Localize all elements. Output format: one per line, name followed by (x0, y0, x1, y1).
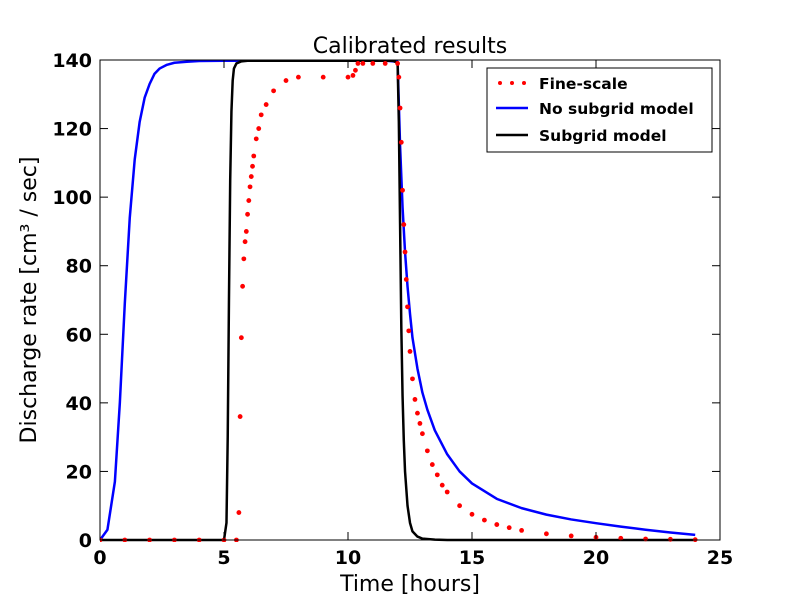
data-point-fine-scale (241, 256, 247, 262)
y-tick-label: 140 (52, 50, 92, 72)
x-tick-label: 20 (583, 547, 609, 569)
data-point-fine-scale (494, 522, 500, 527)
data-point-fine-scale (296, 74, 301, 80)
data-point-fine-scale (643, 536, 648, 542)
series-layer (100, 59, 698, 542)
data-point-fine-scale (263, 102, 269, 107)
data-point-fine-scale (469, 511, 475, 517)
y-tick-label: 0 (79, 530, 92, 552)
data-point-fine-scale (251, 153, 257, 159)
legend-label-subgrid: Subgrid model (539, 127, 667, 145)
data-point-fine-scale (429, 462, 435, 467)
data-point-fine-scale (353, 67, 358, 73)
y-tick-label: 60 (66, 324, 92, 346)
ticks-layer: 0 5 10 15 20 25 0 20 40 60 80 100 120 140 (52, 50, 733, 569)
data-point-fine-scale (247, 184, 253, 190)
data-point-fine-scale (444, 489, 450, 495)
data-point-fine-scale (506, 525, 512, 531)
data-point-fine-scale (382, 61, 388, 66)
data-point-fine-scale (410, 376, 415, 382)
data-point-fine-scale (240, 283, 246, 289)
data-point-fine-scale (482, 517, 487, 523)
data-point-fine-scale (370, 61, 376, 66)
data-point-fine-scale (668, 536, 673, 542)
data-point-fine-scale (401, 222, 407, 227)
x-tick-label: 15 (459, 547, 485, 569)
data-point-fine-scale (246, 198, 252, 203)
x-tick-label: 25 (707, 547, 733, 569)
data-point-fine-scale (415, 410, 420, 416)
data-point-fine-scale (238, 335, 244, 341)
y-tick-label: 120 (52, 119, 92, 141)
data-point-fine-scale (412, 397, 418, 402)
data-point-fine-scale (243, 229, 249, 234)
data-point-fine-scale (245, 211, 250, 217)
data-point-fine-scale (397, 105, 403, 111)
data-point-fine-scale (271, 88, 276, 94)
data-point-fine-scale (398, 139, 404, 145)
data-point-fine-scale (403, 277, 409, 282)
data-point-fine-scale (320, 74, 326, 80)
data-point-fine-scale (248, 174, 254, 179)
y-tick-label: 40 (66, 393, 92, 415)
data-point-fine-scale (395, 61, 400, 66)
chart-title: Calibrated results (313, 34, 507, 59)
data-point-fine-scale (544, 531, 549, 537)
data-point-fine-scale (618, 535, 624, 541)
data-point-fine-scale (250, 163, 255, 169)
data-point-fine-scale (457, 503, 462, 509)
y-tick-label: 100 (52, 187, 92, 209)
x-tick-label: 10 (335, 547, 361, 569)
data-point-fine-scale (406, 328, 412, 334)
data-point-fine-scale (400, 187, 405, 193)
data-point-fine-scale (256, 126, 262, 131)
legend: Fine-scale No subgrid model Subgrid mode… (486, 67, 713, 153)
legend-label-no-subgrid: No subgrid model (539, 100, 694, 118)
data-point-fine-scale (242, 239, 248, 245)
data-point-fine-scale (350, 73, 356, 78)
data-point-fine-scale (417, 421, 423, 426)
data-point-fine-scale (407, 349, 413, 354)
y-tick-label: 20 (66, 461, 92, 483)
plot-frame (99, 59, 721, 541)
x-tick-label: 0 (93, 547, 106, 569)
data-point-fine-scale (519, 528, 524, 533)
data-point-fine-scale (424, 448, 430, 454)
legend-marker-fine-scale (510, 81, 514, 85)
x-tick-label: 5 (217, 547, 230, 569)
data-point-fine-scale (434, 472, 440, 478)
data-point-fine-scale (355, 61, 361, 66)
series-line-subgrid-model (100, 59, 696, 542)
data-point-fine-scale (237, 414, 243, 419)
data-point-fine-scale (345, 74, 351, 80)
data-point-fine-scale (402, 249, 408, 255)
y-axis-label: Discharge rate [cm³ / sec] (17, 157, 42, 444)
data-point-fine-scale (360, 61, 366, 66)
x-axis-label: Time [hours] (339, 572, 480, 597)
data-point-fine-scale (258, 112, 264, 118)
legend-marker-fine-scale (522, 81, 526, 85)
legend-marker-fine-scale (498, 81, 502, 85)
data-point-fine-scale (420, 431, 425, 437)
data-point-fine-scale (405, 304, 410, 310)
data-point-fine-scale (253, 136, 259, 142)
y-tick-label: 80 (66, 256, 92, 278)
legend-label-fine-scale: Fine-scale (539, 75, 628, 93)
data-point-fine-scale (439, 482, 445, 488)
data-point-fine-scale (396, 74, 402, 80)
data-point-fine-scale (283, 78, 289, 83)
data-point-fine-scale (236, 510, 242, 515)
data-point-fine-scale (568, 533, 574, 539)
